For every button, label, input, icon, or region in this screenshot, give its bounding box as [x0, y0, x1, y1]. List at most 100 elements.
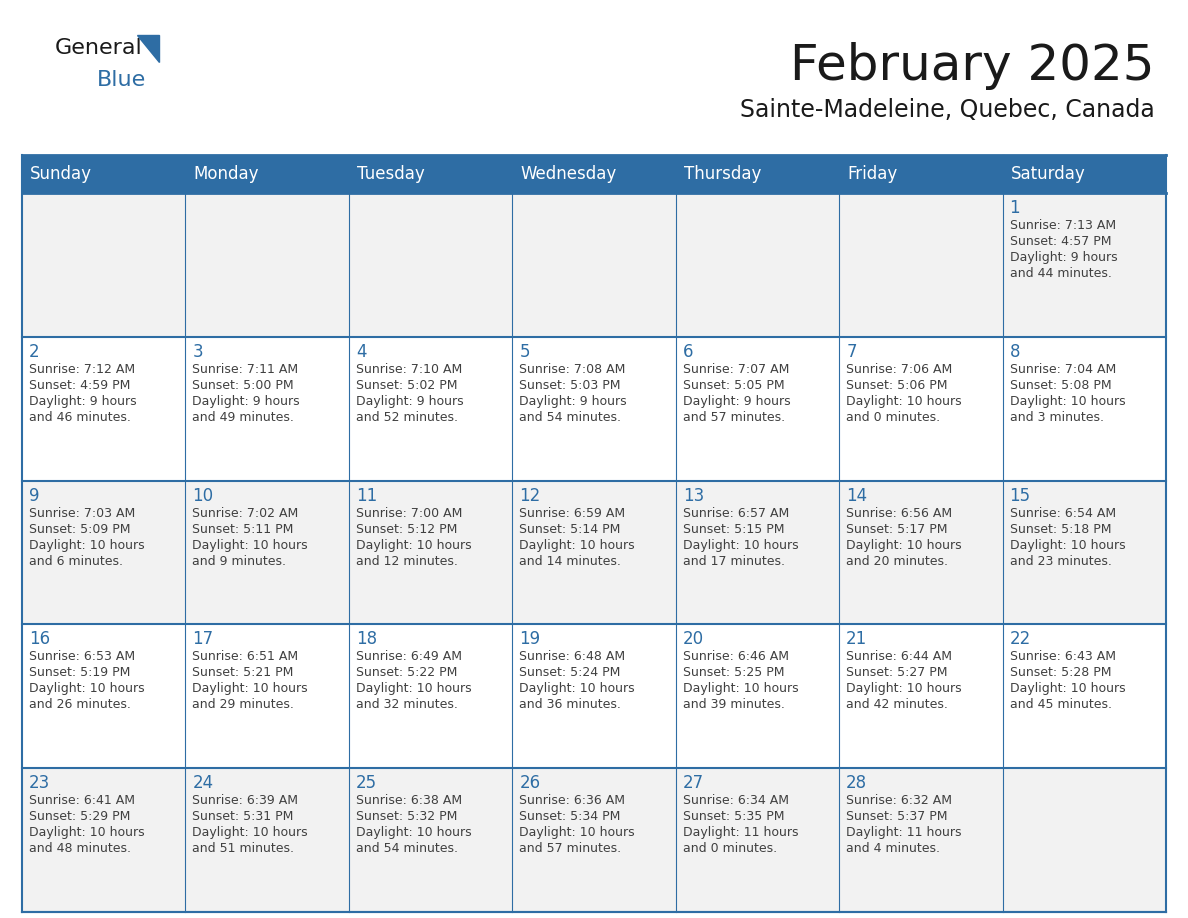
Text: 28: 28	[846, 774, 867, 792]
Text: and 36 minutes.: and 36 minutes.	[519, 699, 621, 711]
Text: Sunset: 5:24 PM: Sunset: 5:24 PM	[519, 666, 620, 679]
Bar	[512, 768, 676, 912]
Text: Daylight: 9 hours: Daylight: 9 hours	[29, 395, 137, 408]
Bar	[23, 193, 185, 337]
Text: Sunrise: 6:39 AM: Sunrise: 6:39 AM	[192, 794, 298, 807]
Text: Sunset: 5:15 PM: Sunset: 5:15 PM	[683, 522, 784, 535]
Text: Sunset: 5:27 PM: Sunset: 5:27 PM	[846, 666, 948, 679]
Text: Sunrise: 6:53 AM: Sunrise: 6:53 AM	[29, 650, 135, 664]
Text: Sunset: 5:17 PM: Sunset: 5:17 PM	[846, 522, 948, 535]
Text: Daylight: 10 hours: Daylight: 10 hours	[29, 826, 145, 839]
Text: Sunrise: 6:59 AM: Sunrise: 6:59 AM	[519, 507, 625, 520]
Text: Daylight: 10 hours: Daylight: 10 hours	[519, 539, 634, 552]
Text: Daylight: 10 hours: Daylight: 10 hours	[1010, 539, 1125, 552]
Text: 17: 17	[192, 631, 214, 648]
Bar	[349, 337, 512, 481]
Text: 7: 7	[846, 342, 857, 361]
Text: Daylight: 10 hours: Daylight: 10 hours	[846, 395, 962, 408]
Text: 19: 19	[519, 631, 541, 648]
Text: 11: 11	[356, 487, 377, 505]
Text: 5: 5	[519, 342, 530, 361]
Bar	[185, 193, 349, 337]
Bar	[839, 155, 1003, 193]
Text: Sunrise: 6:36 AM: Sunrise: 6:36 AM	[519, 794, 625, 807]
Bar	[512, 155, 676, 193]
Text: Sunrise: 6:43 AM: Sunrise: 6:43 AM	[1010, 650, 1116, 664]
Text: and 52 minutes.: and 52 minutes.	[356, 410, 457, 424]
Text: Sunrise: 7:07 AM: Sunrise: 7:07 AM	[683, 363, 789, 375]
Text: Daylight: 9 hours: Daylight: 9 hours	[1010, 251, 1117, 264]
Bar	[1003, 155, 1165, 193]
Text: Sunrise: 6:57 AM: Sunrise: 6:57 AM	[683, 507, 789, 520]
Text: Daylight: 10 hours: Daylight: 10 hours	[356, 682, 472, 696]
Text: Sunrise: 6:32 AM: Sunrise: 6:32 AM	[846, 794, 952, 807]
Text: and 48 minutes.: and 48 minutes.	[29, 842, 131, 856]
Text: Thursday: Thursday	[684, 165, 762, 183]
Text: and 3 minutes.: and 3 minutes.	[1010, 410, 1104, 424]
Text: 25: 25	[356, 774, 377, 792]
Text: Sunset: 5:05 PM: Sunset: 5:05 PM	[683, 379, 784, 392]
Text: Sunrise: 7:02 AM: Sunrise: 7:02 AM	[192, 507, 298, 520]
Text: Tuesday: Tuesday	[356, 165, 424, 183]
Bar	[23, 624, 185, 768]
Text: 21: 21	[846, 631, 867, 648]
Text: Daylight: 9 hours: Daylight: 9 hours	[356, 395, 463, 408]
Text: 8: 8	[1010, 342, 1020, 361]
Text: 16: 16	[29, 631, 50, 648]
Text: Sunday: Sunday	[30, 165, 91, 183]
Text: 20: 20	[683, 631, 703, 648]
Text: Sunset: 5:32 PM: Sunset: 5:32 PM	[356, 811, 457, 823]
Text: Sunrise: 6:56 AM: Sunrise: 6:56 AM	[846, 507, 953, 520]
Bar	[1003, 337, 1165, 481]
Bar	[1003, 481, 1165, 624]
Bar	[839, 193, 1003, 337]
Text: Sunset: 5:14 PM: Sunset: 5:14 PM	[519, 522, 620, 535]
Text: and 54 minutes.: and 54 minutes.	[519, 410, 621, 424]
Text: Sunrise: 7:03 AM: Sunrise: 7:03 AM	[29, 507, 135, 520]
Bar	[839, 768, 1003, 912]
Text: and 29 minutes.: and 29 minutes.	[192, 699, 295, 711]
Bar	[349, 768, 512, 912]
Text: 14: 14	[846, 487, 867, 505]
Text: and 57 minutes.: and 57 minutes.	[683, 410, 785, 424]
Bar	[512, 193, 676, 337]
Text: and 4 minutes.: and 4 minutes.	[846, 842, 940, 856]
Text: and 39 minutes.: and 39 minutes.	[683, 699, 784, 711]
Bar	[1003, 768, 1165, 912]
Text: Blue: Blue	[97, 70, 146, 90]
Text: and 12 minutes.: and 12 minutes.	[356, 554, 457, 567]
Text: Sunset: 5:25 PM: Sunset: 5:25 PM	[683, 666, 784, 679]
Bar	[349, 481, 512, 624]
Text: Sunrise: 6:44 AM: Sunrise: 6:44 AM	[846, 650, 952, 664]
Text: Sunset: 5:03 PM: Sunset: 5:03 PM	[519, 379, 621, 392]
Text: Sunset: 5:35 PM: Sunset: 5:35 PM	[683, 811, 784, 823]
Text: 10: 10	[192, 487, 214, 505]
Text: and 46 minutes.: and 46 minutes.	[29, 410, 131, 424]
Text: Sunset: 5:12 PM: Sunset: 5:12 PM	[356, 522, 457, 535]
Text: Friday: Friday	[847, 165, 897, 183]
Text: Daylight: 9 hours: Daylight: 9 hours	[519, 395, 627, 408]
Text: and 42 minutes.: and 42 minutes.	[846, 699, 948, 711]
Text: Sunset: 5:21 PM: Sunset: 5:21 PM	[192, 666, 293, 679]
Text: Daylight: 10 hours: Daylight: 10 hours	[192, 682, 308, 696]
Text: Sunrise: 6:49 AM: Sunrise: 6:49 AM	[356, 650, 462, 664]
Text: and 57 minutes.: and 57 minutes.	[519, 842, 621, 856]
Text: and 49 minutes.: and 49 minutes.	[192, 410, 295, 424]
Text: 3: 3	[192, 342, 203, 361]
Bar	[676, 193, 839, 337]
Text: Sunset: 5:02 PM: Sunset: 5:02 PM	[356, 379, 457, 392]
Text: Sunset: 5:22 PM: Sunset: 5:22 PM	[356, 666, 457, 679]
Text: Sunrise: 6:54 AM: Sunrise: 6:54 AM	[1010, 507, 1116, 520]
Text: 15: 15	[1010, 487, 1031, 505]
Text: Sunrise: 7:06 AM: Sunrise: 7:06 AM	[846, 363, 953, 375]
Text: and 26 minutes.: and 26 minutes.	[29, 699, 131, 711]
Text: Sunset: 5:29 PM: Sunset: 5:29 PM	[29, 811, 131, 823]
Text: Daylight: 10 hours: Daylight: 10 hours	[683, 682, 798, 696]
Text: Sunset: 5:31 PM: Sunset: 5:31 PM	[192, 811, 293, 823]
Text: Daylight: 10 hours: Daylight: 10 hours	[1010, 395, 1125, 408]
Text: Sunrise: 7:13 AM: Sunrise: 7:13 AM	[1010, 219, 1116, 232]
Text: Sunset: 5:37 PM: Sunset: 5:37 PM	[846, 811, 948, 823]
Text: Sunset: 5:19 PM: Sunset: 5:19 PM	[29, 666, 131, 679]
Bar	[23, 155, 185, 193]
Text: and 45 minutes.: and 45 minutes.	[1010, 699, 1112, 711]
